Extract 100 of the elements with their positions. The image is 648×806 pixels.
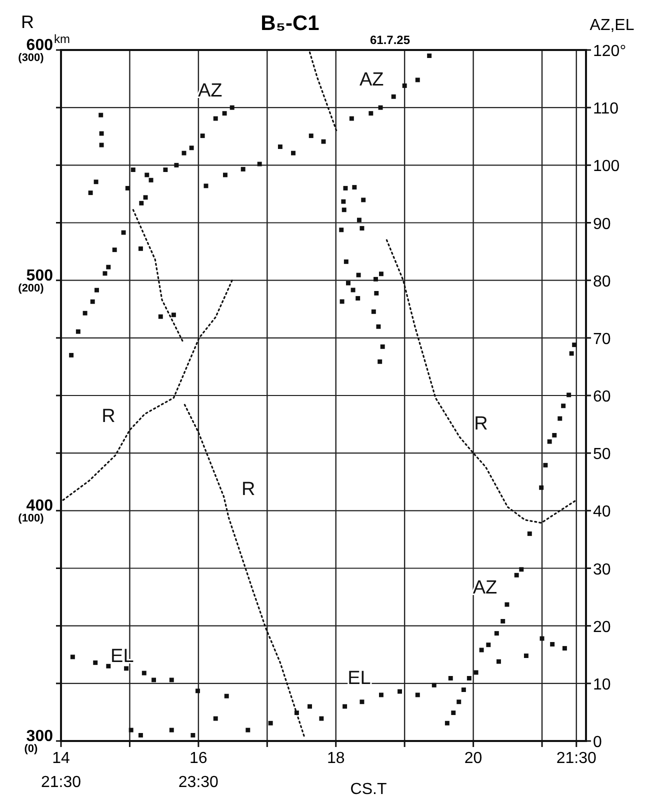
point — [349, 116, 354, 121]
point — [88, 190, 93, 196]
point — [543, 462, 548, 468]
point — [342, 704, 348, 709]
point — [552, 432, 557, 438]
point — [321, 139, 326, 144]
point — [540, 636, 544, 641]
y2-tick-label: 50 — [593, 446, 611, 464]
point — [496, 659, 501, 664]
point — [138, 733, 143, 738]
point — [98, 112, 104, 118]
point — [527, 531, 532, 536]
point — [106, 664, 111, 668]
point — [494, 631, 499, 636]
y2-tick-label: 70 — [593, 330, 611, 348]
point — [360, 700, 364, 704]
point — [70, 654, 75, 660]
point — [572, 342, 577, 348]
series-label: R — [474, 413, 488, 434]
point — [539, 485, 544, 490]
point — [163, 168, 168, 172]
point — [174, 162, 179, 168]
point — [308, 704, 312, 709]
point — [138, 246, 143, 251]
point — [308, 134, 314, 138]
point — [566, 392, 572, 398]
point — [569, 351, 574, 356]
point — [171, 312, 176, 318]
point — [158, 314, 163, 319]
point — [294, 710, 299, 716]
point — [204, 184, 208, 188]
point — [112, 248, 117, 252]
point — [444, 720, 450, 726]
y-tick-label: 500 — [26, 267, 54, 284]
y2-tick-label: 0 — [593, 734, 602, 751]
point — [99, 142, 104, 148]
point — [456, 700, 462, 704]
point — [190, 733, 196, 738]
point — [94, 288, 99, 292]
point — [69, 352, 74, 358]
point — [504, 602, 510, 607]
point — [223, 172, 228, 178]
series-label: AZ — [359, 70, 384, 91]
point — [432, 682, 436, 688]
point — [519, 567, 524, 572]
point — [128, 728, 134, 732]
y-tick-label: 400 — [26, 498, 54, 515]
y2-tick-label: 30 — [593, 561, 611, 578]
point — [125, 186, 130, 190]
point — [90, 299, 95, 304]
y2-axis-title: AZ,EL — [590, 17, 634, 34]
point — [102, 271, 108, 276]
point — [169, 728, 174, 732]
point — [562, 646, 567, 651]
x-tick-label: 18 — [326, 750, 345, 767]
point — [182, 150, 186, 156]
point — [402, 83, 407, 88]
y2-tick-label: 40 — [593, 504, 611, 521]
point — [319, 716, 324, 721]
point — [268, 720, 273, 726]
y3-tick-label: (0) — [24, 743, 38, 755]
point — [547, 439, 552, 444]
point — [196, 688, 200, 694]
point — [144, 172, 150, 178]
y-tick-label: 300 — [26, 728, 54, 745]
point — [142, 670, 146, 676]
point — [213, 116, 218, 121]
y2-tick-label: 100 — [593, 158, 620, 176]
point — [398, 689, 402, 694]
point — [143, 195, 148, 200]
point — [558, 416, 562, 421]
point — [94, 180, 98, 184]
y3-tick-label: (300) — [18, 52, 44, 64]
point — [152, 678, 156, 682]
point — [93, 660, 98, 665]
point — [224, 694, 229, 698]
point — [514, 572, 519, 578]
point — [240, 166, 246, 172]
point — [246, 728, 250, 732]
point — [368, 111, 374, 116]
point — [448, 676, 453, 680]
point — [278, 144, 282, 149]
point — [291, 150, 296, 156]
y3-tick-label: (100) — [18, 512, 44, 525]
y2-tick-label: 110 — [593, 100, 619, 118]
y2-tick-label: 80 — [593, 273, 611, 290]
chart-title: B₅-C1 — [260, 12, 320, 35]
y2-tick-label: 10 — [593, 676, 611, 694]
point — [148, 178, 154, 182]
point — [550, 642, 555, 646]
y2-tick-label: 20 — [593, 618, 611, 636]
point — [415, 692, 420, 698]
point — [378, 105, 383, 110]
x-tick-label: 21:30 — [556, 750, 596, 767]
y-tick-label: 600$^{km}$ — [26, 32, 70, 54]
series-label: R — [241, 479, 256, 500]
point — [466, 676, 472, 680]
point — [230, 105, 234, 110]
y3-tick-label: (200) — [18, 282, 44, 294]
point — [451, 710, 456, 716]
